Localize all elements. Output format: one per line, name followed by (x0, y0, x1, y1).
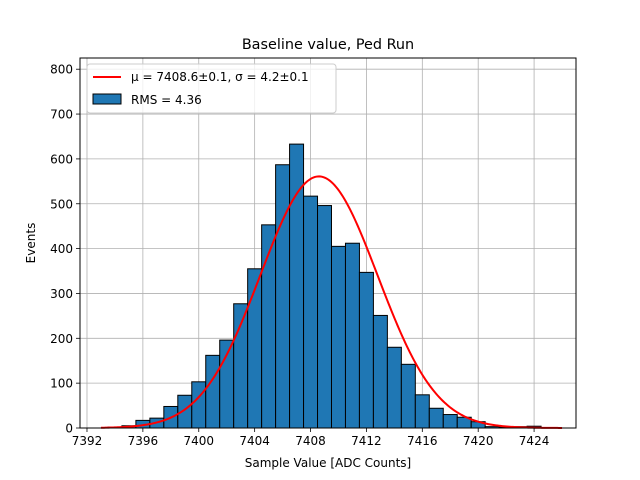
legend: μ = 7408.6±0.1, σ = 4.2±0.1 RMS = 4.36 (86, 63, 337, 114)
gaussian-fit-curve (100, 175, 563, 429)
histogram-bar (386, 346, 402, 429)
histogram-bar (303, 195, 319, 429)
y-tick-label: 300 (50, 287, 73, 301)
x-tick-label: 7416 (407, 434, 438, 448)
y-tick-label: 500 (50, 197, 73, 211)
legend-box (86, 63, 337, 114)
x-tick-label: 7408 (295, 434, 326, 448)
histogram-bar (247, 268, 263, 429)
histogram-bar (372, 314, 388, 429)
y-tick-label: 0 (65, 422, 73, 436)
x-tick-label: 7392 (72, 434, 103, 448)
histogram-bar (191, 381, 207, 429)
histogram-bar (330, 245, 346, 429)
x-tick-label: 7396 (128, 434, 159, 448)
y-tick-label: 700 (50, 108, 73, 122)
histogram-bar (275, 164, 291, 429)
histogram-bar (317, 205, 332, 429)
x-tick-label: 7404 (239, 434, 270, 448)
x-tick-label: 7412 (351, 434, 382, 448)
histogram-bar (205, 354, 221, 429)
histogram-bar (344, 242, 360, 429)
x-tick-label: 7400 (183, 434, 214, 448)
fit-curve-group (100, 175, 563, 429)
x-tick-label: 7420 (463, 434, 494, 448)
histogram-bar (414, 394, 430, 429)
chart-title: Baseline value, Ped Run (242, 37, 414, 53)
legend-histogram-swatch (92, 93, 122, 105)
y-tick-label: 200 (50, 332, 73, 346)
y-tick-label: 100 (50, 377, 73, 391)
histogram-bar (400, 363, 416, 429)
axis-ticks: 7392 7396 7400 7404 7408 7412 7416 7420 7424 0 100… (50, 63, 549, 448)
y-tick-label: 400 (50, 242, 73, 256)
histogram-bar (442, 414, 458, 429)
x-tick-label: 7424 (519, 434, 550, 448)
y-tick-label: 800 (50, 63, 73, 77)
histogram-bar (428, 407, 444, 429)
legend-histogram-label: RMS = 4.36 (131, 93, 202, 107)
histogram-bar (358, 271, 374, 429)
y-tick-label: 600 (50, 152, 73, 166)
x-axis-label: Sample Value [ADC Counts] (245, 456, 411, 470)
legend-fit-label: μ = 7408.6±0.1, σ = 4.2±0.1 (131, 70, 309, 84)
plot-frame (79, 57, 577, 429)
y-axis-label: Events (24, 223, 38, 264)
